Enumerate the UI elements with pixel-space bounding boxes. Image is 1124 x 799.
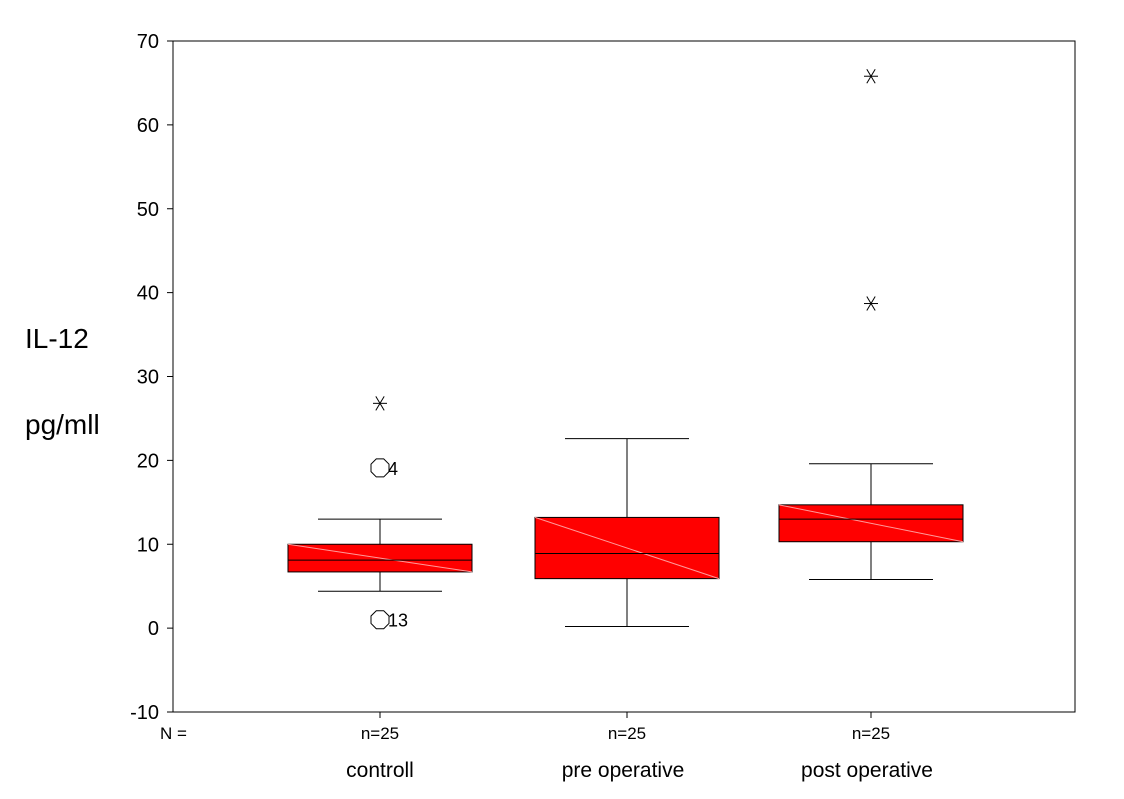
y-tick-label: -10 — [130, 702, 159, 724]
n-count-label: n=25 — [852, 724, 890, 743]
box-group — [778, 68, 964, 580]
plot-area: -10 0 10 20 30 40 50 60 70 n=25 controll n=25 pre op… — [130, 31, 1076, 782]
box-group: 4 13 — [287, 396, 473, 631]
extreme-marker — [864, 68, 878, 84]
y-tick-label: 50 — [137, 199, 159, 221]
y-tick-label: 10 — [137, 534, 159, 556]
plot-frame — [172, 40, 1076, 713]
y-tick-label: 30 — [137, 367, 159, 389]
box-group — [534, 438, 720, 627]
outlier-marker — [370, 610, 390, 630]
star-stroke — [866, 296, 876, 311]
extreme-marker — [373, 396, 387, 411]
category-label: pre operative — [562, 759, 685, 782]
category-label: post operative — [801, 759, 933, 782]
y-tick-label: 20 — [137, 450, 159, 472]
y-tick-label: 60 — [137, 115, 159, 137]
n-count-label: n=25 — [361, 724, 399, 743]
y-axis-label-line2: pg/mll — [25, 409, 100, 440]
outlier-label: 13 — [388, 611, 408, 631]
n-count-label: n=25 — [608, 724, 646, 743]
star-stroke — [866, 68, 876, 84]
extreme-marker — [864, 296, 878, 311]
outlier-label: 4 — [388, 459, 398, 479]
y-axis-label-line1: IL-12 — [25, 323, 89, 354]
y-tick-label: 0 — [148, 618, 159, 640]
y-tick-label: 40 — [137, 283, 159, 305]
star-stroke — [375, 396, 385, 411]
category-label: controll — [346, 759, 414, 782]
box-highlight — [534, 516, 720, 580]
outlier-marker — [370, 458, 390, 478]
n-prefix-label: N = — [160, 724, 187, 743]
box-highlight — [778, 504, 964, 543]
y-tick-label: 70 — [137, 31, 159, 53]
box-highlight — [287, 543, 473, 573]
